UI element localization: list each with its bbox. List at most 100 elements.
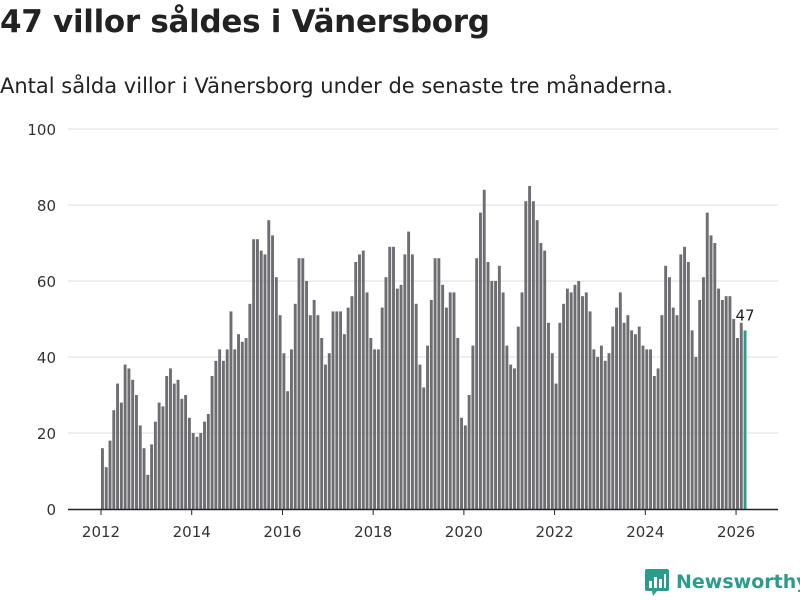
bar [671,307,675,509]
bar [172,383,176,509]
bar [584,292,588,509]
bar [452,292,456,509]
bar [312,300,316,509]
bar [656,368,660,509]
x-tick-label: 2024 [626,523,664,541]
bar [732,319,736,509]
x-tick-label: 2014 [173,523,211,541]
bar [418,364,422,509]
bar-highlight [743,330,747,509]
bar [331,311,335,509]
y-tick-label: 80 [37,197,56,215]
bar [324,364,327,509]
bar [135,395,138,509]
bar [509,364,513,509]
bar [422,387,426,509]
x-tick-label: 2016 [263,523,301,541]
bar [293,303,297,509]
bar [369,338,373,509]
bar [444,307,448,509]
bar [429,300,433,509]
chart-subtitle: Antal sålda villor i Vänersborg under de… [0,74,674,98]
bar [463,425,467,509]
bar [467,395,471,509]
bar [252,239,256,509]
bar [176,379,180,509]
bar [679,254,683,509]
bar [709,235,713,509]
x-tick-label: 2020 [445,523,483,541]
bar [267,220,271,509]
bar [290,349,293,509]
bar [339,311,343,509]
bar [524,201,528,509]
bar [501,292,505,509]
bar [622,322,626,509]
bar [479,212,482,509]
bar [596,357,600,509]
chart-title: 47 villor såldes i Vänersborg [0,4,490,40]
bar [380,307,384,509]
bar [649,349,652,509]
bar [119,402,123,509]
bar [728,296,732,509]
bar [214,360,218,509]
bar [698,300,702,509]
bar [550,353,554,509]
newsworthy-logo-icon [645,569,669,596]
bar [376,349,380,509]
bar [660,315,664,509]
bar [218,349,222,509]
bar [486,262,490,509]
bar [683,246,687,510]
bar [392,246,395,510]
bar [630,330,634,509]
bar [543,250,547,509]
bar [739,322,743,509]
bar [641,345,645,509]
bar [565,288,569,509]
bar [301,258,305,509]
bar [127,368,131,509]
bar [358,254,361,509]
bar [199,433,203,509]
bar [724,296,728,509]
bar [482,189,486,510]
bar [108,440,112,509]
bar [414,303,418,509]
bar [637,326,641,509]
bar [520,292,524,509]
x-tick-label: 2026 [717,523,755,541]
data-labels: 47 [736,306,755,324]
bar [153,421,157,509]
bar [361,250,365,509]
bar [581,296,584,509]
bar [203,421,206,509]
bar [403,254,407,509]
bar [373,349,377,509]
newsworthy-logo-text: Newsworthy [676,571,800,593]
bar [346,307,350,509]
bar [588,311,592,509]
bar [165,376,169,509]
x-tick-label: 2018 [354,523,392,541]
bar [225,349,229,509]
bar [282,353,286,509]
bar [350,296,354,509]
bar [308,315,312,509]
bar [101,448,104,509]
bar [720,300,724,509]
bar [206,414,210,509]
bar [263,254,267,509]
bar [528,186,532,509]
bar [320,338,324,509]
bar [388,246,392,510]
bar [645,349,649,509]
x-tick-label: 2012 [82,523,120,541]
bar [210,376,214,509]
bar [327,353,331,509]
bar [271,235,274,509]
bar [664,265,668,509]
bar [694,357,698,509]
bar [531,201,535,509]
